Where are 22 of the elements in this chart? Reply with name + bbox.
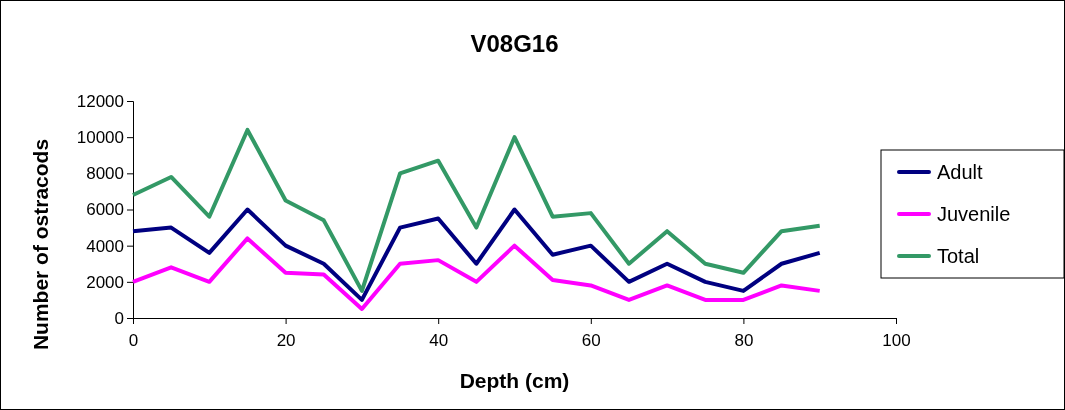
legend-label: Juvenile	[937, 203, 1011, 225]
y-tick-label: 0	[114, 308, 124, 328]
y-axis-title: Number of ostracods	[29, 138, 52, 351]
y-tick-label: 4000	[86, 236, 124, 256]
legend-label: Total	[937, 245, 980, 267]
x-tick-label: 40	[429, 330, 449, 350]
legend-label: Adult	[937, 161, 984, 183]
y-tick-label: 10000	[76, 128, 124, 148]
line-series	[131, 207, 822, 302]
x-axis-title: Depth (cm)	[459, 369, 570, 392]
x-tick-label: 20	[276, 330, 296, 350]
y-tick-label: 8000	[86, 164, 124, 184]
y-tick-label: 2000	[86, 272, 124, 292]
x-tick-label: 0	[128, 330, 139, 350]
x-tick-label: 60	[581, 330, 601, 350]
line-series	[131, 127, 822, 293]
x-tick-label: 100	[882, 330, 911, 350]
line-series	[131, 236, 822, 311]
y-tick-label: 6000	[86, 200, 124, 220]
chart-title: V08G16	[470, 30, 559, 57]
x-tick-label: 80	[734, 330, 754, 350]
y-tick-label: 12000	[76, 91, 124, 111]
